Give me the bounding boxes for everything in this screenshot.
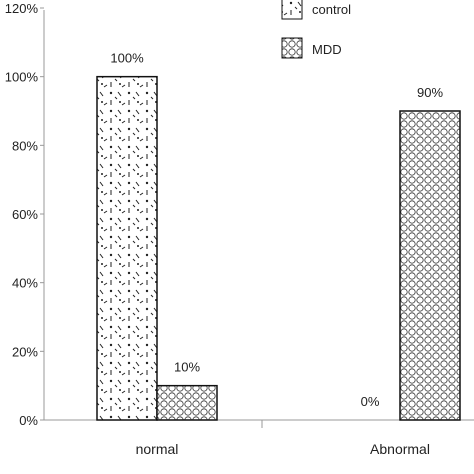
bar-control-normal: [96, 75, 158, 421]
category-labels: normal Abnormal: [136, 441, 430, 457]
y-tick-label: 20%: [12, 344, 38, 359]
bar-mdd-normal: [156, 384, 218, 421]
bar-label-mdd-abnormal: 90%: [417, 85, 443, 100]
bar-mdd-abnormal: [399, 110, 461, 421]
legend-swatch-mdd: [281, 37, 303, 59]
bar-label-control-abnormal: 0%: [361, 394, 380, 409]
bar-label-mdd-normal: 10%: [174, 360, 200, 375]
category-label: normal: [136, 441, 179, 457]
legend: control MDD: [281, 0, 351, 59]
bar-value-labels: 100% 0% 10% 90%: [110, 51, 443, 409]
bars: [96, 75, 461, 421]
category-label: Abnormal: [370, 441, 430, 457]
y-tick-label: 40%: [12, 276, 38, 291]
y-tick-label: 0%: [19, 413, 38, 428]
legend-label-control: control: [312, 2, 351, 17]
legend-label-mdd: MDD: [312, 42, 342, 57]
y-tick-label: 60%: [12, 207, 38, 222]
y-tick-labels: 0% 20% 40% 60% 80% 100% 120%: [5, 1, 44, 428]
y-tick-label: 120%: [5, 1, 39, 16]
bar-label-control-normal: 100%: [110, 51, 144, 66]
y-tick-label: 100%: [5, 70, 39, 85]
y-tick-label: 80%: [12, 138, 38, 153]
legend-swatch-control: [281, 0, 303, 20]
